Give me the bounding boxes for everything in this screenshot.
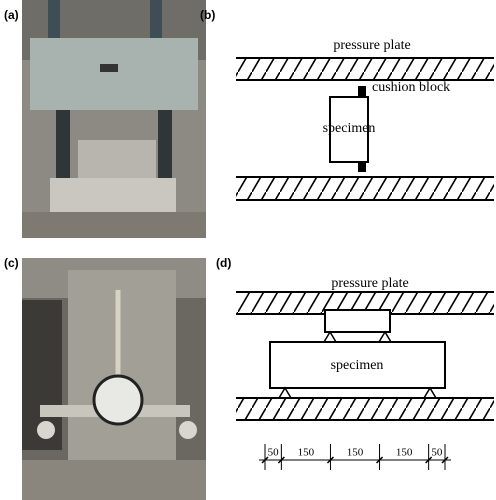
plate: [236, 397, 494, 421]
dimension-slash: [425, 456, 433, 464]
support: [422, 386, 438, 399]
cushion: [324, 309, 391, 333]
support: [377, 330, 393, 343]
plate: [236, 57, 494, 81]
panel-label: (c): [4, 256, 19, 270]
dimension-slash: [277, 456, 285, 464]
panel-label: (b): [200, 8, 215, 22]
dimension-slash: [326, 456, 334, 464]
specimen: [269, 341, 446, 389]
photo-c: [22, 258, 206, 500]
specimen-label: specimen: [331, 358, 384, 373]
dimension-label: 150: [298, 447, 315, 459]
plate: [236, 176, 494, 201]
specimen: [329, 96, 369, 163]
plate-label: pressure plate: [331, 276, 408, 291]
cushion: [358, 162, 366, 172]
specimen-label: specimen: [323, 121, 376, 136]
dimension-label: 50: [268, 447, 280, 459]
support: [322, 330, 338, 343]
dimension-label: 150: [347, 447, 364, 459]
cushion-label: cushion block: [372, 80, 450, 95]
panel-label: (d): [216, 256, 231, 270]
plate-label: pressure plate: [333, 38, 410, 53]
photo-a: [22, 0, 206, 238]
cushion: [358, 86, 366, 97]
dimension-slash: [441, 456, 449, 464]
support: [277, 386, 293, 399]
panel-label: (a): [4, 8, 19, 22]
dimension-label: 150: [396, 447, 413, 459]
dimension-slash: [376, 456, 384, 464]
dimension-line: 50 150 150 150 50: [259, 444, 451, 470]
dimension-label: 50: [431, 447, 443, 459]
dimension-slash: [261, 456, 269, 464]
